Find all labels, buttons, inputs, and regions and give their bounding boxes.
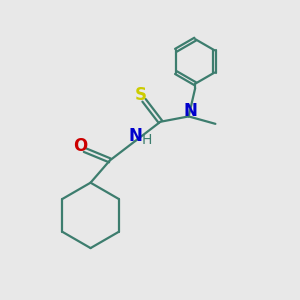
Text: N: N bbox=[128, 127, 142, 145]
Text: O: O bbox=[73, 137, 87, 155]
Text: N: N bbox=[183, 102, 197, 120]
Text: H: H bbox=[141, 133, 152, 147]
Text: S: S bbox=[135, 86, 147, 104]
